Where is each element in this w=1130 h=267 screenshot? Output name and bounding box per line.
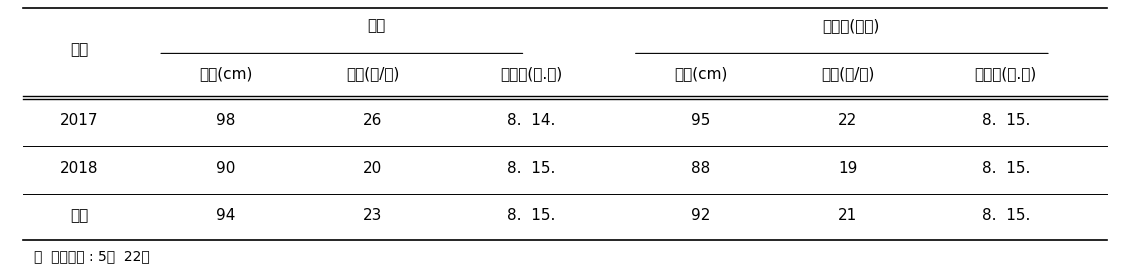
Text: 경수(개/주): 경수(개/주) (820, 66, 875, 82)
Text: 21: 21 (837, 208, 858, 223)
Text: 95: 95 (690, 113, 711, 128)
Text: 22: 22 (837, 113, 858, 128)
Text: 88: 88 (690, 161, 711, 176)
Text: 신동진(대비): 신동진(대비) (823, 18, 880, 33)
Text: 수광: 수광 (367, 18, 385, 33)
Text: 94: 94 (216, 208, 236, 223)
Text: 90: 90 (216, 161, 236, 176)
Text: 23: 23 (363, 208, 383, 223)
Text: 8.  15.: 8. 15. (982, 113, 1029, 128)
Text: ＊  이앙시기 : 5월  22일: ＊ 이앙시기 : 5월 22일 (34, 249, 149, 263)
Text: 구분: 구분 (70, 42, 88, 58)
Text: 8.  15.: 8. 15. (982, 161, 1029, 176)
Text: 8.  15.: 8. 15. (507, 208, 555, 223)
Text: 경수(개/주): 경수(개/주) (346, 66, 400, 82)
Text: 출수기(월.일): 출수기(월.일) (499, 66, 563, 82)
Text: 8.  14.: 8. 14. (507, 113, 555, 128)
Text: 8.  15.: 8. 15. (507, 161, 555, 176)
Text: 출수기(월.일): 출수기(월.일) (974, 66, 1037, 82)
Text: 2017: 2017 (60, 113, 98, 128)
Text: 98: 98 (216, 113, 236, 128)
Text: 20: 20 (363, 161, 383, 176)
Text: 26: 26 (363, 113, 383, 128)
Text: 92: 92 (690, 208, 711, 223)
Text: 2018: 2018 (60, 161, 98, 176)
Text: 초장(cm): 초장(cm) (673, 66, 728, 82)
Text: 8.  15.: 8. 15. (982, 208, 1029, 223)
Text: 19: 19 (837, 161, 858, 176)
Text: 초장(cm): 초장(cm) (199, 66, 253, 82)
Text: 평균: 평균 (70, 208, 88, 223)
